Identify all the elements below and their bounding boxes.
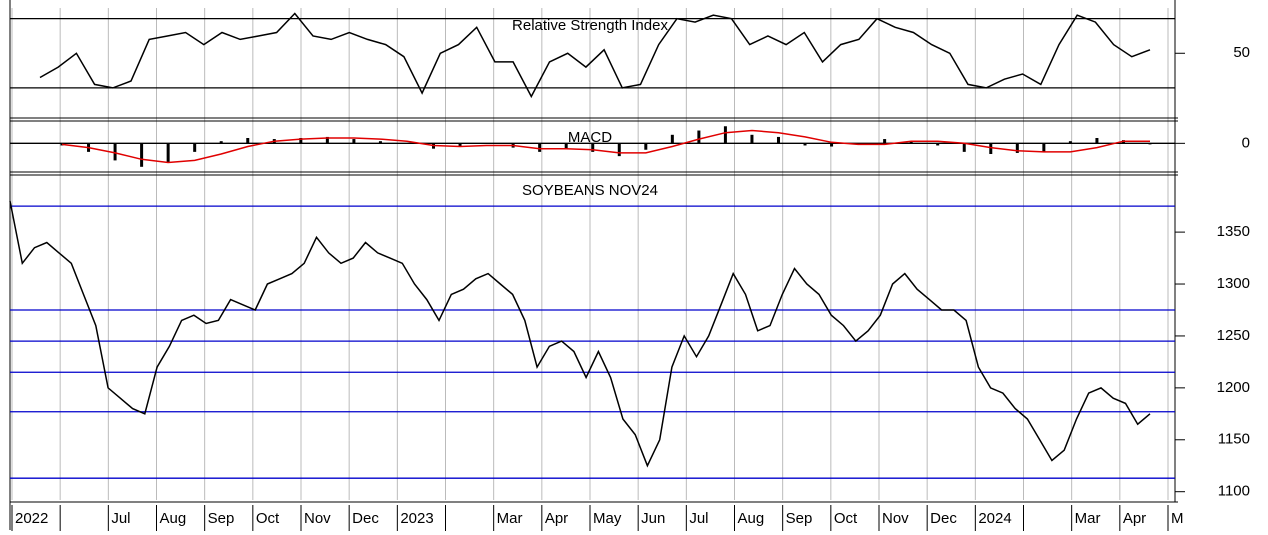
histogram-bar <box>458 143 462 147</box>
panel-title: SOYBEANS NOV24 <box>522 182 658 199</box>
y-tick-label: 1350 <box>1217 223 1250 240</box>
panel-title: Relative Strength Index <box>512 17 668 34</box>
y-tick-label: 50 <box>1233 44 1250 61</box>
histogram-bar <box>936 143 940 146</box>
histogram-bar <box>219 141 223 144</box>
x-tick-label: May <box>593 510 622 527</box>
x-tick-label: Apr <box>545 510 568 527</box>
x-tick-label: Dec <box>930 510 957 527</box>
x-tick-label: 2023 <box>400 510 433 527</box>
y-tick-label: 1300 <box>1217 275 1250 292</box>
histogram-bar <box>1068 141 1072 144</box>
histogram-bar <box>962 143 966 152</box>
series-line <box>39 12 1151 99</box>
y-tick-label: 1150 <box>1218 431 1250 448</box>
histogram-bar <box>378 141 382 144</box>
x-tick-label: 2024 <box>978 510 1011 527</box>
histogram-bar <box>299 138 303 144</box>
histogram-bar <box>1042 143 1046 152</box>
x-tick-label: Dec <box>352 510 379 527</box>
x-tick-label: M <box>1171 510 1184 527</box>
histogram-bar <box>1095 138 1099 144</box>
series-line <box>61 129 1150 164</box>
histogram-bar <box>750 134 754 144</box>
histogram-bar <box>776 136 780 144</box>
histogram-bar <box>591 143 595 152</box>
histogram-bar <box>113 143 117 161</box>
x-tick-label: Apr <box>1123 510 1146 527</box>
x-tick-label: Jun <box>641 510 665 527</box>
x-tick-label: Mar <box>497 510 523 527</box>
x-tick-label: Nov <box>882 510 909 527</box>
histogram-bar <box>670 134 674 144</box>
y-tick-label: 1200 <box>1217 379 1250 396</box>
grid <box>11 8 1169 500</box>
y-tick-label: 0 <box>1242 134 1250 151</box>
histogram-bar <box>989 143 993 154</box>
histogram-bar <box>1148 143 1152 145</box>
x-tick-label: Aug <box>738 510 765 527</box>
x-tick-label: Aug <box>160 510 187 527</box>
histogram-bar <box>723 126 727 144</box>
histogram-bar <box>697 130 701 144</box>
histogram-bar <box>352 139 356 144</box>
histogram-bar <box>193 143 197 152</box>
histogram-bar <box>909 141 913 144</box>
x-tick-label: Oct <box>834 510 858 527</box>
histogram-bar <box>140 143 144 167</box>
histogram-bar <box>538 143 542 152</box>
x-tick-label: Nov <box>304 510 331 527</box>
y-tick-label: 1250 <box>1217 327 1250 344</box>
x-tick-label: Jul <box>689 510 708 527</box>
x-tick-label: Sep <box>786 510 813 527</box>
histogram-bar <box>644 143 648 150</box>
x-tick-label: Sep <box>208 510 235 527</box>
histogram-bar <box>166 143 170 163</box>
x-tick-label: Jul <box>111 510 130 527</box>
series-line <box>9 200 1151 468</box>
histogram-bar <box>325 136 329 144</box>
histogram-bar <box>246 138 250 144</box>
histogram-bar <box>1015 143 1019 153</box>
x-tick-label: 2022 <box>15 510 48 527</box>
y-tick-label: 1100 <box>1218 483 1250 500</box>
panel-title: MACD <box>568 129 612 146</box>
x-tick-label: Mar <box>1075 510 1101 527</box>
histogram-bar <box>803 143 807 146</box>
histogram-bar <box>830 143 834 147</box>
histogram-bar <box>883 139 887 144</box>
histogram-bar <box>564 143 568 149</box>
x-tick-label: Oct <box>256 510 280 527</box>
histogram-bar <box>617 143 621 157</box>
